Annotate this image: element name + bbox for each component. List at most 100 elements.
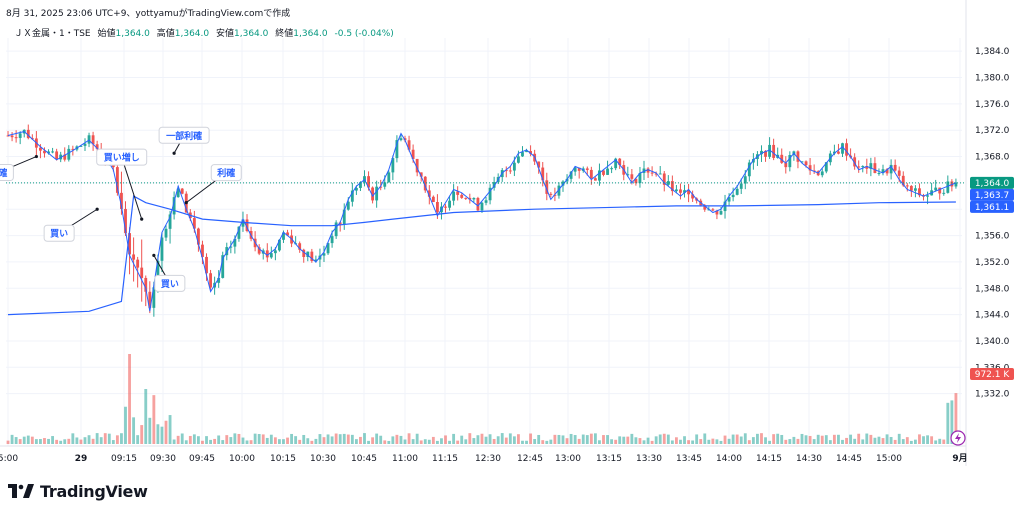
volume-bar (816, 434, 820, 444)
candle-body (529, 151, 533, 154)
candle-body (63, 154, 67, 160)
time-axis[interactable]: 5:00 29 09:15 09:30 09:45 10:00 10:15 10:30 10:4… (0, 445, 968, 464)
candle-body (427, 190, 431, 197)
candle-body (602, 170, 605, 175)
candle-body (553, 194, 557, 196)
volume-bar (39, 439, 42, 444)
price-axis[interactable]: 1,384.0 1,380.0 1,376.0 1,372.0 1,368.0 1,364… (965, 0, 1010, 466)
volume-bar (565, 438, 569, 444)
price-label-badge (970, 176, 1014, 189)
volume-bar (367, 440, 370, 444)
candle-body (743, 176, 747, 184)
candle-body (379, 186, 383, 188)
candle-body (39, 147, 42, 151)
annotation-anchor (172, 151, 176, 155)
candle-body (302, 249, 306, 257)
candle-body (683, 190, 686, 193)
candle-body (747, 162, 751, 177)
candle-body (537, 161, 541, 168)
volume-bar (598, 440, 601, 444)
candle-body (338, 222, 342, 225)
volume-bar (561, 435, 565, 444)
volume-bar (764, 437, 767, 444)
price-tick-label: 1,340.0 (975, 337, 1010, 347)
volume-bar (812, 439, 816, 444)
price-tick-label: 1,384.0 (975, 47, 1010, 57)
candle-body (407, 140, 411, 150)
volume-bar (517, 434, 520, 444)
volume-bar (776, 433, 780, 444)
annotation-anchor (95, 207, 99, 211)
volume-bar (869, 434, 873, 444)
price-chart[interactable]: 利確買い買い増し買い一部利確利確 1,384.01,380.01,376.01,… (0, 0, 1024, 480)
candle-body (367, 176, 370, 188)
candle-body (893, 164, 897, 171)
candle-body (456, 191, 460, 195)
volume-bar (521, 440, 524, 444)
volume-bar (168, 415, 172, 444)
volume-bar (909, 440, 913, 444)
candle-body (229, 246, 233, 248)
volume-bar (573, 435, 577, 444)
volume-bar (820, 435, 824, 444)
volume-bar (395, 434, 399, 444)
volume-bar (383, 440, 387, 444)
candle-body (391, 158, 395, 173)
volume-bar (780, 434, 784, 444)
symbol-name[interactable]: ＪＸ金属・1・TSE (14, 29, 91, 39)
volume-bar (87, 435, 91, 444)
volume-bar (359, 436, 362, 444)
annotation-box (210, 164, 242, 182)
volume-bar (841, 439, 844, 444)
candle-body (452, 191, 456, 201)
candle-body (205, 256, 208, 274)
volume-bar (18, 439, 22, 444)
vwap-line (7, 195, 956, 316)
volume-bar (63, 439, 67, 444)
annotation-box (158, 126, 210, 144)
volume-bar (371, 437, 375, 444)
candle-body (877, 173, 881, 175)
candle-body (395, 140, 399, 159)
candle-body (286, 232, 289, 236)
volume-bar (618, 436, 622, 444)
volume-bar (913, 439, 917, 444)
time-tick-label: 09:15 (111, 454, 137, 464)
volume-bar (525, 440, 528, 444)
annotation-label: 一部利確 (166, 130, 202, 142)
price-tick-label: 1,356.0 (975, 232, 1010, 242)
candle-body (79, 145, 83, 147)
candle-body (598, 170, 601, 181)
volume-bar (30, 436, 34, 444)
volume-bar (342, 433, 346, 444)
volume-bar (610, 439, 614, 444)
candle-body (120, 192, 123, 209)
time-tick-label: 13:15 (596, 454, 622, 464)
candle-body (687, 190, 690, 195)
candle-body (237, 226, 241, 239)
candle-body (55, 151, 59, 160)
candle-body (760, 150, 763, 155)
volume-bar (83, 437, 87, 444)
volume-bar (192, 434, 196, 444)
price-labels: 1,364.0 1,363.7 1,361.1 972.1 K (950, 176, 1014, 446)
price-tick-label: 1,380.0 (975, 74, 1010, 84)
candle-body (679, 189, 682, 193)
volume-bar (269, 434, 273, 444)
candle-body (585, 168, 589, 170)
candle-body (245, 219, 249, 231)
candle-body (128, 233, 131, 255)
candle-body (375, 186, 379, 201)
candle-body (476, 197, 480, 211)
candle-body (83, 143, 87, 146)
brand-footer[interactable]: TradingView (8, 480, 148, 502)
time-tick-label: 5:00 (0, 454, 18, 464)
open-value: 1,364.0 (115, 29, 150, 39)
candle-body (132, 254, 136, 260)
volume-bar (468, 433, 472, 444)
volume-bar (897, 433, 901, 444)
volume-bar (225, 435, 229, 444)
volume-bar (585, 435, 589, 444)
volume-bar (176, 435, 180, 444)
volume-bar (569, 433, 573, 444)
